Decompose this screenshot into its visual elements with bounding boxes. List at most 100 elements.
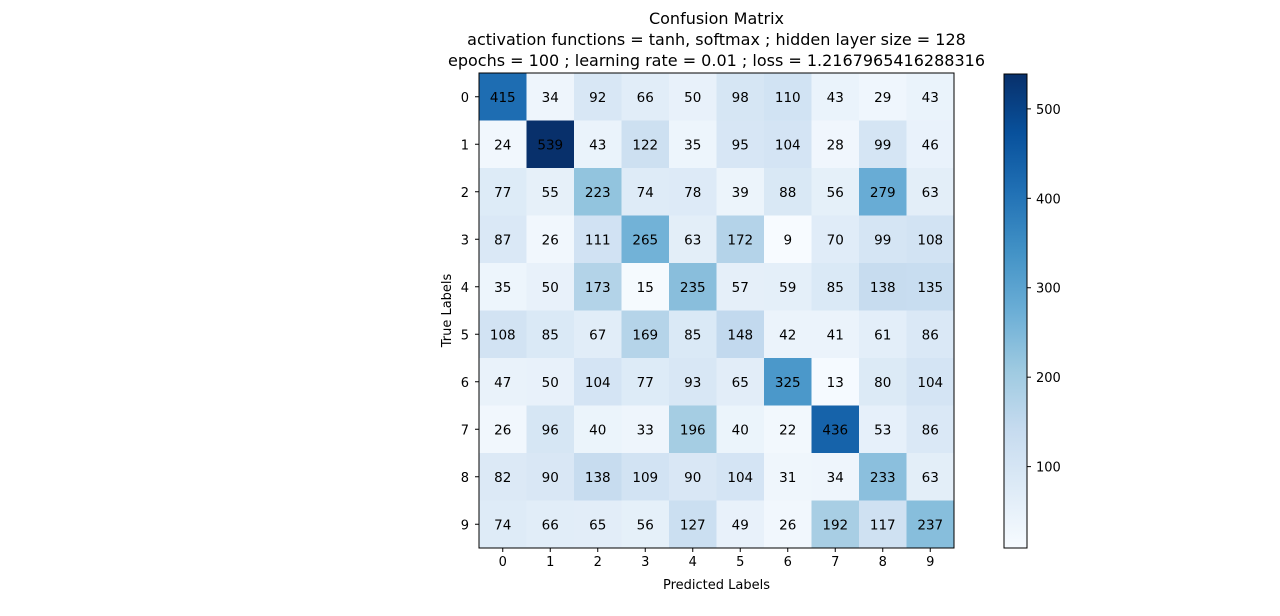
cell-value-label: 86 <box>922 422 939 438</box>
heatmap-cell <box>669 215 717 264</box>
heatmap-cell <box>811 405 860 454</box>
heatmap-cell <box>621 310 670 359</box>
heatmap-cell <box>479 120 527 169</box>
y-tick-label: 3 <box>461 233 469 248</box>
cell-value-label: 85 <box>542 327 559 343</box>
heatmap-cell <box>906 405 955 454</box>
x-tick-label: 5 <box>736 555 744 570</box>
cell-value-label: 40 <box>589 422 606 438</box>
heatmap-cell <box>574 215 622 264</box>
heatmap-cell <box>479 358 527 406</box>
cell-value-label: 108 <box>917 232 943 248</box>
heatmap-cell <box>859 310 907 359</box>
cell-value-label: 55 <box>542 185 559 201</box>
heatmap-cell <box>574 263 622 311</box>
cell-value-label: 13 <box>827 375 844 391</box>
cell-value-label: 66 <box>542 517 559 533</box>
x-axis-ticks: 0 1 2 3 4 5 6 7 8 9 <box>499 548 934 570</box>
y-tick-label: 6 <box>461 376 469 391</box>
cell-value-label: 50 <box>684 90 701 106</box>
cell-value-label: 109 <box>632 470 658 486</box>
cell-value-label: 35 <box>684 137 701 153</box>
cell-value-label: 77 <box>494 185 511 201</box>
heatmap-cell <box>811 73 860 121</box>
heatmap-cell <box>764 405 812 454</box>
cell-value-label: 46 <box>922 137 939 153</box>
heatmap-cell <box>574 358 622 406</box>
heatmap-cell <box>716 310 765 359</box>
cell-value-label: 28 <box>827 137 844 153</box>
heatmap-cell <box>621 405 670 454</box>
cell-value-label: 86 <box>922 327 939 343</box>
cell-value-label: 104 <box>775 137 801 153</box>
heatmap-cell <box>526 500 575 549</box>
cell-value-label: 9 <box>783 232 792 248</box>
cell-value-label: 66 <box>637 90 654 106</box>
heatmap-cell <box>479 215 527 264</box>
cell-value-label: 415 <box>490 90 516 106</box>
colorbar-tick-label: 400 <box>1036 192 1061 207</box>
heatmap-cell <box>574 168 622 216</box>
cell-value-label: 41 <box>827 327 844 343</box>
y-tick-label: 2 <box>461 186 469 201</box>
heatmap-cell <box>574 310 622 359</box>
heatmap-cell <box>716 500 765 549</box>
cell-value-label: 127 <box>680 517 706 533</box>
cell-value-label: 138 <box>870 280 896 296</box>
colorbar: 100 200 300 400 500 <box>1003 73 1061 549</box>
heatmap-cell <box>526 120 575 169</box>
cell-value-label: 39 <box>732 185 749 201</box>
cell-value-label: 43 <box>827 90 844 106</box>
x-tick-label: 6 <box>784 555 792 570</box>
cell-value-label: 85 <box>827 280 844 296</box>
cell-value-label: 110 <box>775 90 801 106</box>
heatmap-cell <box>716 73 765 121</box>
heatmap-cell <box>479 310 527 359</box>
heatmap-cell <box>811 500 860 549</box>
cell-value-label: 104 <box>585 375 611 391</box>
chart-title-line: activation functions = tanh, softmax ; h… <box>467 30 966 49</box>
colorbar-tick-label: 500 <box>1036 103 1061 118</box>
heatmap-cell <box>621 120 670 169</box>
heatmap-cell <box>574 405 622 454</box>
heatmap-cell <box>859 215 907 264</box>
heatmap-cell <box>811 358 860 406</box>
x-tick-label: 1 <box>546 555 554 570</box>
heatmap-cell <box>621 500 670 549</box>
cell-value-label: 63 <box>922 185 939 201</box>
heatmap-cell <box>764 168 812 216</box>
cell-value-label: 56 <box>827 185 844 201</box>
heatmap-cell <box>716 120 765 169</box>
heatmap-cell <box>859 500 907 549</box>
heatmap-cell <box>669 358 717 406</box>
plot-frame <box>478 72 955 549</box>
y-axis-ticks: 0 1 2 3 4 5 6 7 8 9 <box>461 91 479 533</box>
heatmap-cell <box>621 168 670 216</box>
cell-value-label: 122 <box>632 137 658 153</box>
y-axis-label: True Labels <box>440 273 455 348</box>
cell-value-label: 96 <box>542 422 559 438</box>
cell-value-label: 169 <box>632 327 658 343</box>
cell-value-label: 53 <box>874 422 891 438</box>
cell-value-label: 104 <box>917 375 943 391</box>
heatmap-cell <box>859 405 907 454</box>
cell-value-label: 108 <box>490 327 516 343</box>
heatmap-cell <box>479 168 527 216</box>
heatmap-cell <box>621 358 670 406</box>
heatmap-cell <box>764 263 812 311</box>
cell-value-label: 325 <box>775 375 801 391</box>
y-tick-label: 0 <box>461 91 469 106</box>
heatmap-cell <box>906 500 955 549</box>
cell-value-label: 43 <box>922 90 939 106</box>
heatmap-cell <box>479 263 527 311</box>
heatmap-cell <box>669 263 717 311</box>
cell-value-label: 43 <box>589 137 606 153</box>
heatmap-cell <box>479 453 527 501</box>
heatmap-cell <box>859 358 907 406</box>
heatmap-cell <box>669 73 717 121</box>
cell-value-label: 26 <box>494 422 511 438</box>
cell-value-label: 88 <box>779 185 796 201</box>
heatmap-cell <box>811 453 860 501</box>
chart-title-line: epochs = 100 ; learning rate = 0.01 ; lo… <box>448 51 985 70</box>
cell-value-label: 50 <box>542 280 559 296</box>
